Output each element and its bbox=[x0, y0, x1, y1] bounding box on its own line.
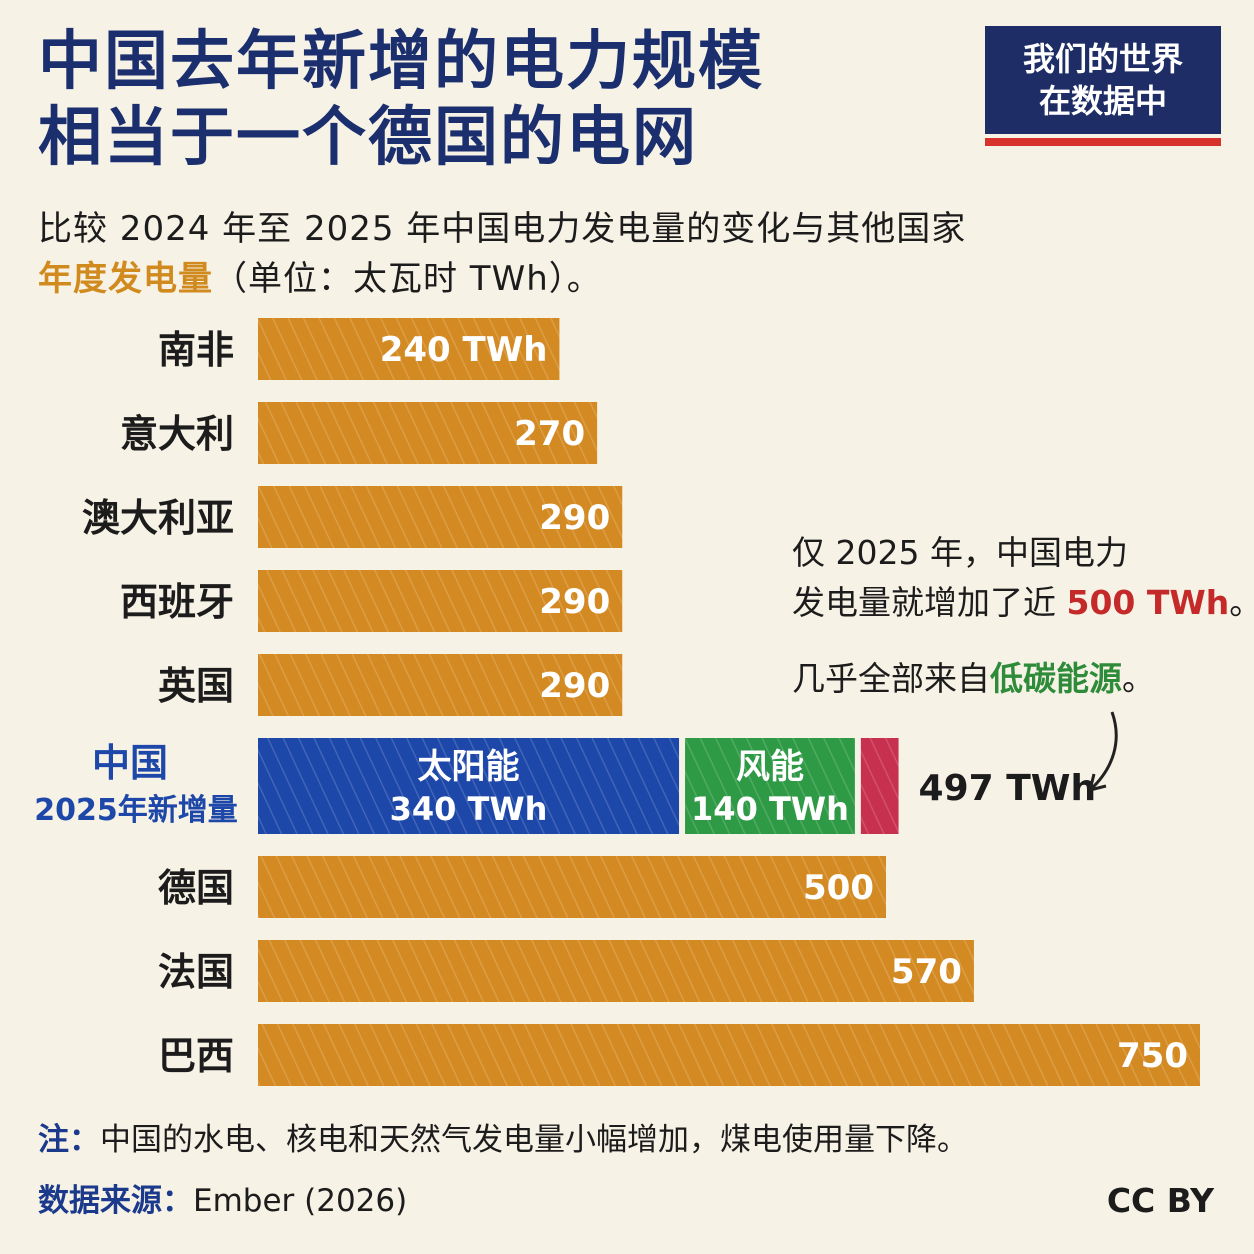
china-segment-2-texture bbox=[860, 738, 899, 834]
china-total-label: 497 TWh bbox=[919, 768, 1097, 809]
category-label: 巴西 bbox=[158, 1034, 234, 1078]
category-label: 德国 bbox=[158, 866, 234, 910]
bar-巴西-texture bbox=[258, 1024, 1200, 1086]
logo-line-2: 在数据中 bbox=[1038, 82, 1167, 120]
annotation-highlight-lowcarbon: 低碳能源 bbox=[990, 659, 1122, 698]
chart-title: 中国去年新增的电力规模 相当于一个德国的电网 bbox=[38, 24, 938, 176]
annotation-line-2: 发电量就增加了近 500 TWh。 bbox=[792, 578, 1254, 628]
bar-意大利-texture bbox=[258, 402, 598, 464]
source-text: Ember (2026) bbox=[193, 1183, 408, 1219]
bar-value-label: 240 TWh bbox=[380, 330, 548, 370]
annotation-line-3-end: 。 bbox=[1122, 659, 1155, 698]
logo-box: 我们的世界 在数据中 bbox=[985, 26, 1221, 134]
subtitle-rest: （单位：太瓦时 TWh）。 bbox=[213, 259, 602, 299]
bar-value-label: 290 bbox=[539, 498, 610, 538]
annotation-line-2-text: 发电量就增加了近 bbox=[792, 583, 1067, 622]
subtitle-line-2: 年度发电量（单位：太瓦时 TWh）。 bbox=[38, 254, 1198, 304]
category-label: 澳大利亚 bbox=[82, 496, 234, 540]
footnote-label: 注： bbox=[38, 1122, 100, 1158]
category-label: 意大利 bbox=[120, 412, 234, 456]
footnote-text: 中国的水电、核电和天然气发电量小幅增加，煤电使用量下降。 bbox=[100, 1122, 968, 1158]
category-label: 英国 bbox=[158, 664, 234, 708]
annotation-line-2-end: 。 bbox=[1229, 583, 1254, 622]
annotation-arrow-icon bbox=[1088, 711, 1118, 792]
bar-value-label: 290 bbox=[539, 582, 610, 622]
china-segment-name: 太阳能 bbox=[418, 747, 520, 787]
bars-group: 240 TWh 南非 270 意大利 290 澳大利亚 290 西班牙 290 英国 500 德国 57… bbox=[34, 318, 1200, 1086]
bar-德国-texture bbox=[258, 856, 886, 918]
annotation-line-3-text: 几乎全部来自 bbox=[792, 659, 990, 698]
title-line-2: 相当于一个德国的电网 bbox=[38, 101, 698, 175]
bar-value-label: 750 bbox=[1117, 1036, 1188, 1076]
bar-value-label: 570 bbox=[891, 952, 962, 992]
subtitle-line-1: 比较 2024 年至 2025 年中国电力发电量的变化与其他国家 bbox=[38, 209, 967, 249]
bar-西班牙-texture bbox=[258, 570, 623, 632]
bar-value-label: 270 bbox=[514, 414, 585, 454]
china-segment-value: 140 TWh bbox=[691, 790, 849, 828]
bar-英国-texture bbox=[258, 654, 623, 716]
china-segment-name: 风能 bbox=[736, 747, 804, 787]
china-segment-0-texture bbox=[258, 738, 680, 834]
category-label: 法国 bbox=[158, 950, 234, 994]
bar-澳大利亚-texture bbox=[258, 486, 623, 548]
annotation-line-3: 几乎全部来自低碳能源。 bbox=[792, 654, 1232, 704]
category-label: 南非 bbox=[158, 328, 234, 372]
annotation: 仅 2025 年，中国电力 发电量就增加了近 500 TWh。 几乎全部来自低碳… bbox=[792, 528, 1254, 704]
logo-line-1: 我们的世界 bbox=[1022, 40, 1183, 78]
china-segment-1-texture bbox=[685, 738, 855, 834]
china-category-label-1: 中国 bbox=[92, 741, 168, 785]
bar-value-label: 290 bbox=[539, 666, 610, 706]
footnote: 注：中国的水电、核电和天然气发电量小幅增加，煤电使用量下降。 bbox=[38, 1118, 1218, 1162]
data-source: 数据来源：Ember (2026) bbox=[38, 1176, 407, 1226]
annotation-line-1: 仅 2025 年，中国电力 bbox=[792, 533, 1128, 572]
subtitle-accent: 年度发电量 bbox=[38, 259, 213, 299]
bar-南非-texture bbox=[258, 318, 560, 380]
bar-value-label: 500 bbox=[803, 868, 874, 908]
category-label: 西班牙 bbox=[120, 580, 234, 624]
title-line-1: 中国去年新增的电力规模 bbox=[38, 25, 764, 99]
owid-logo: 我们的世界 在数据中 bbox=[985, 26, 1221, 146]
chart-subtitle: 比较 2024 年至 2025 年中国电力发电量的变化与其他国家 年度发电量（单… bbox=[38, 204, 1198, 304]
china-category-label-2: 2025年新增量 bbox=[34, 793, 238, 828]
logo-red-bar bbox=[985, 138, 1221, 146]
bar-法国-texture bbox=[258, 940, 974, 1002]
china-segment-value: 340 TWh bbox=[390, 790, 548, 828]
source-label: 数据来源： bbox=[38, 1183, 193, 1219]
license: CC BY bbox=[1106, 1181, 1214, 1220]
annotation-highlight-500: 500 TWh bbox=[1066, 583, 1230, 622]
